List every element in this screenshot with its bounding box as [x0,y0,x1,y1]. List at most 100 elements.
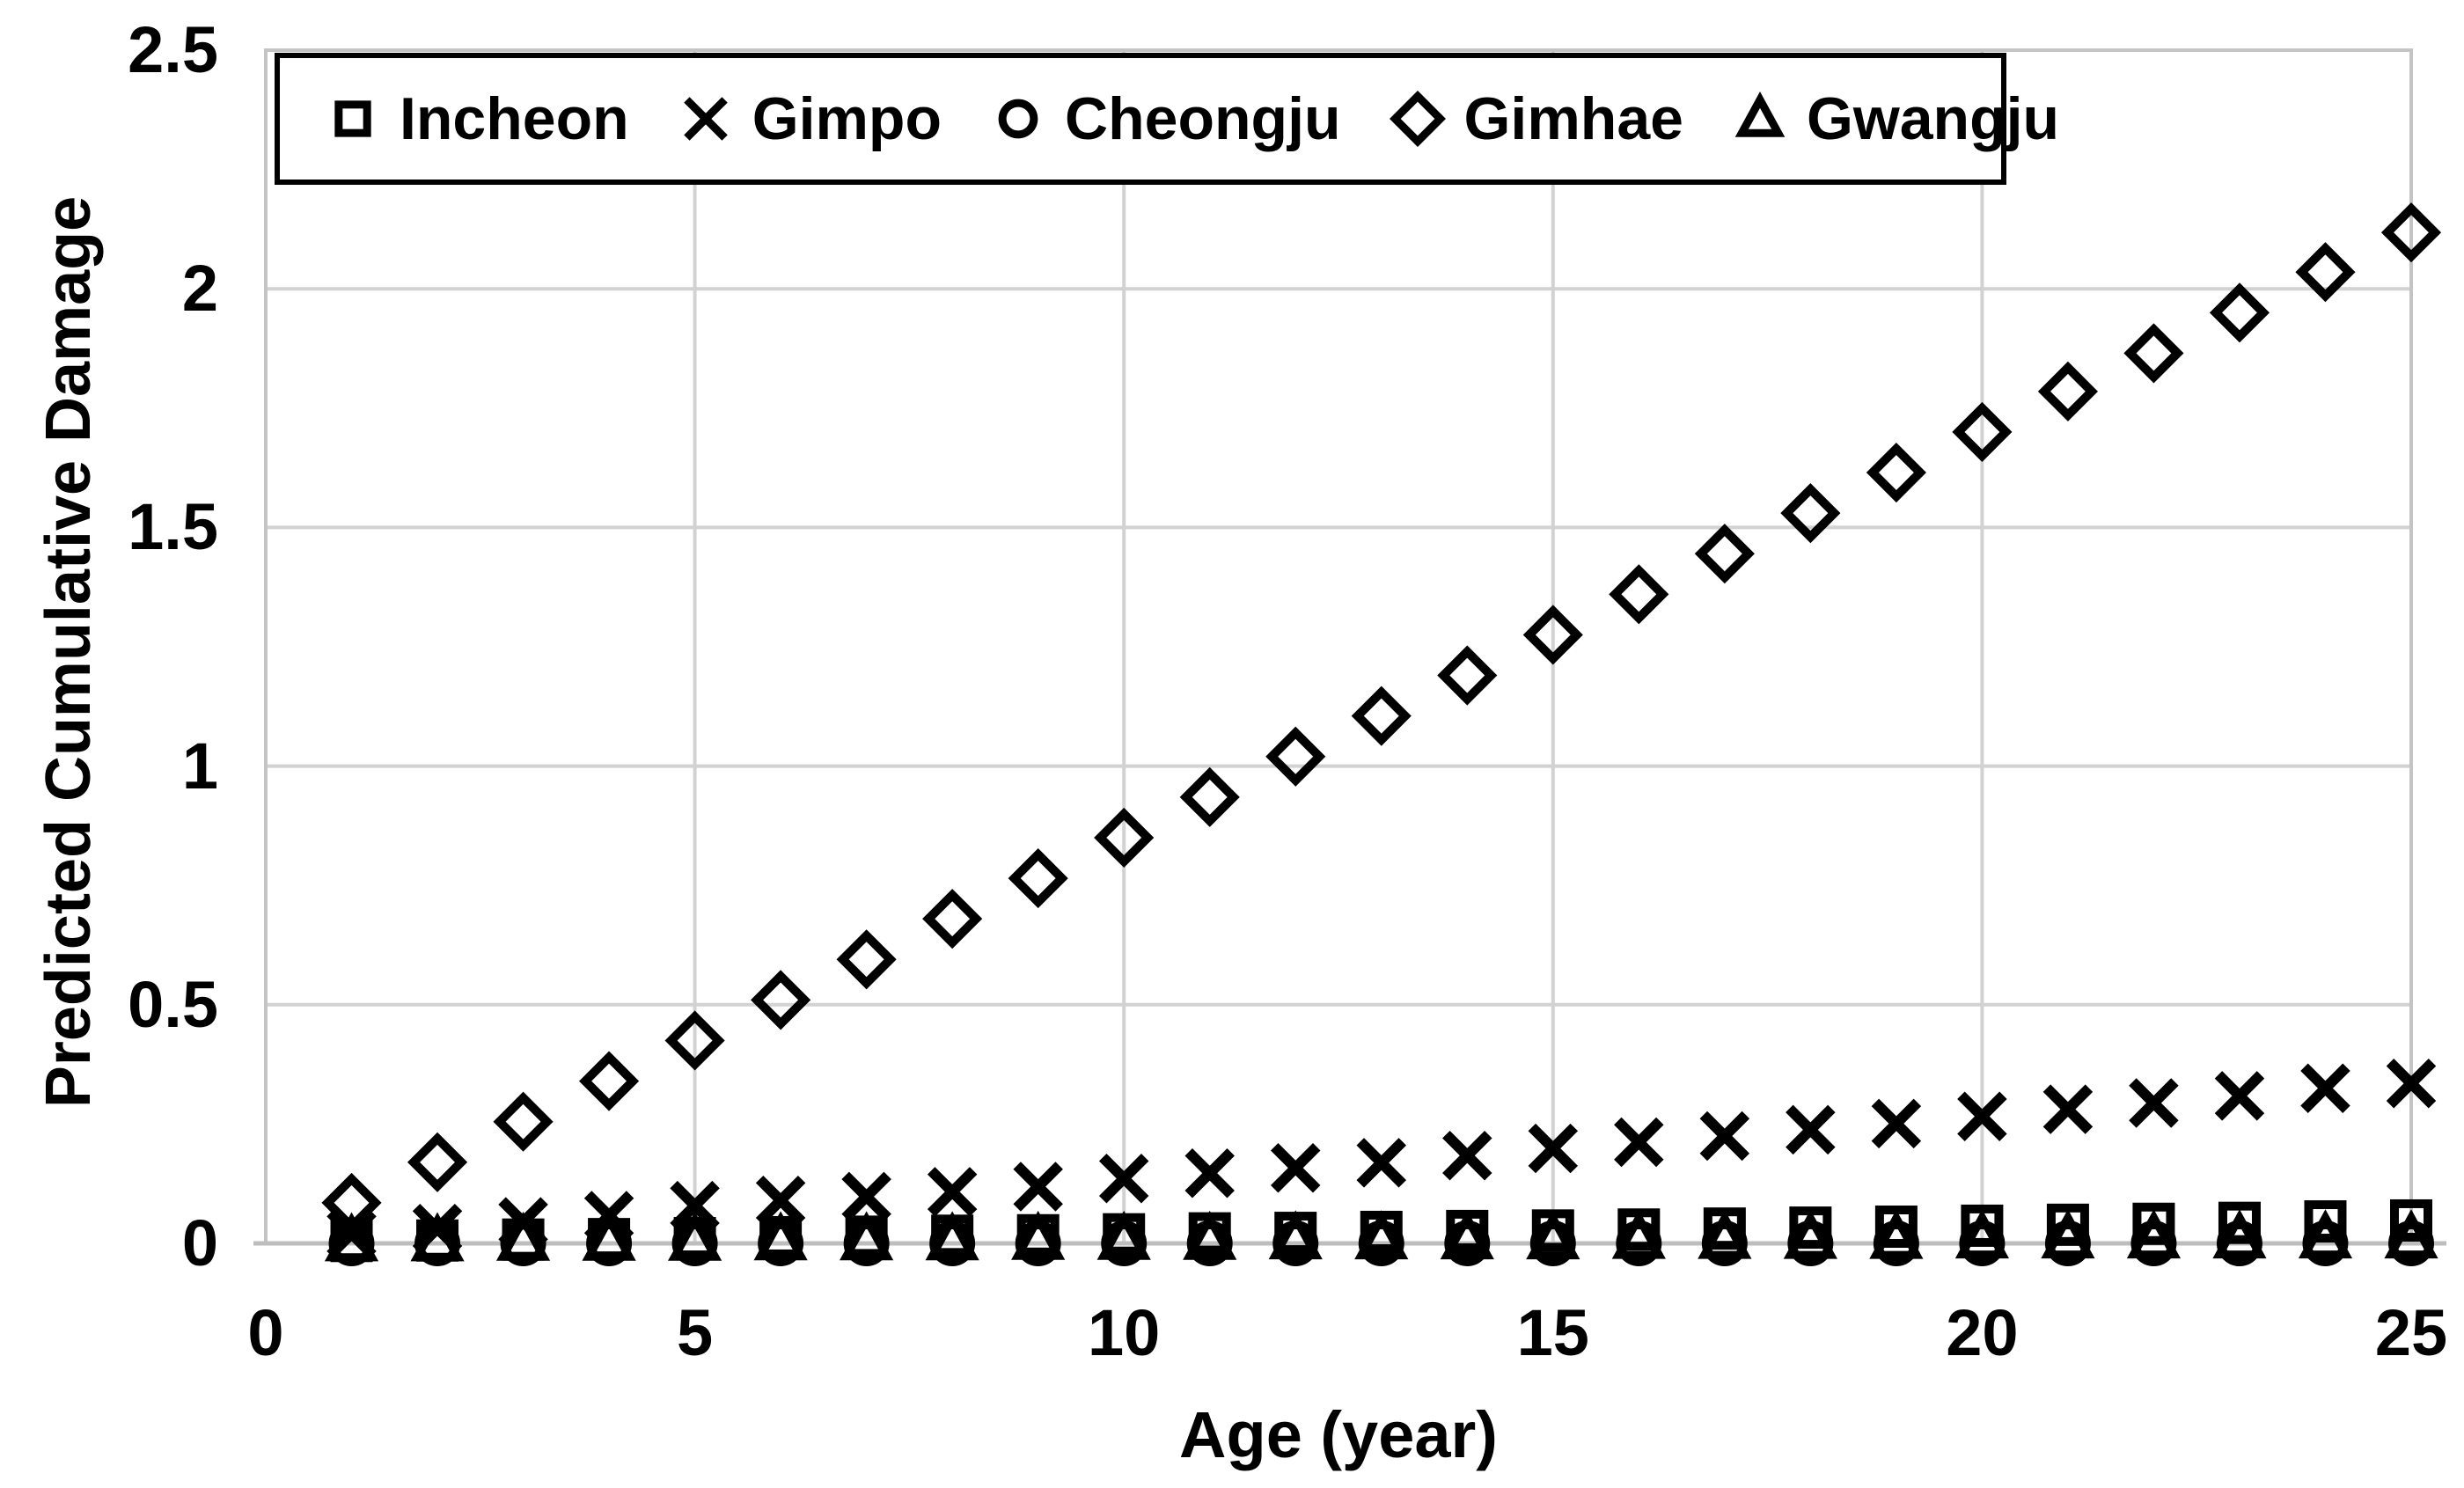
data-point [1952,401,2013,462]
y-tick-label: 2.5 [128,13,218,86]
legend-item-cheongju: Cheongju [987,84,1341,153]
data-point [2041,1209,2095,1259]
data-point [836,929,897,990]
data-point [927,1167,978,1217]
data-point [1270,1143,1321,1193]
data-point [2295,242,2356,303]
data-point [840,1211,894,1261]
data-point [1098,1153,1149,1204]
y-tick-label: 2 [181,252,218,326]
data-point [1354,1210,1409,1260]
data-point [1528,1123,1579,1174]
data-point [1611,1209,1666,1259]
data-point [753,1211,808,1261]
data-point [1096,1210,1151,1260]
x-tick-label: 25 [2374,1296,2448,1369]
data-point [2129,1078,2179,1128]
legend-item-incheon: Incheon [322,84,629,153]
data-point [1011,1210,1066,1260]
data-point [670,1180,720,1231]
plot-frame [264,48,2413,1245]
diamond-marker-icon [1389,90,1446,148]
data-point [925,1211,979,1261]
y-tick-label: 1 [181,729,218,803]
data-point [1694,524,1755,584]
data-point [1184,1148,1235,1198]
data-point [2218,1201,2261,1244]
data-point [2123,323,2184,384]
data-point [493,1091,554,1152]
legend-label: Gimhae [1463,85,1683,152]
x-tick-label: 5 [677,1296,714,1369]
data-point [1786,1104,1836,1155]
data-point [2214,1071,2265,1121]
data-point [1526,1210,1580,1260]
data-point [2212,1209,2267,1259]
data-point [755,1175,806,1226]
data-point [1356,1138,1407,1188]
data-point [1442,1130,1492,1181]
data-point [2126,1209,2182,1259]
data-point [664,1010,725,1071]
square-marker-icon [334,100,371,137]
triangle-marker-icon [1734,92,1786,137]
data-point [1954,1209,2009,1259]
data-point [2132,1202,2175,1245]
legend-label: Gwangju [1806,85,2060,152]
x-tick-label: 10 [1088,1296,1161,1369]
data-point [2300,1063,2350,1113]
data-point [324,1212,379,1262]
data-point [582,1211,636,1261]
data-point [1866,442,1926,503]
y-tick-label: 1.5 [128,490,218,564]
data-point [841,1171,891,1222]
data-point [1008,847,1068,909]
x-tick-label: 15 [1516,1296,1589,1369]
data-point [1614,1117,1664,1168]
data-point [2042,1084,2094,1134]
data-point [2384,1209,2438,1259]
data-point [1437,645,1498,706]
data-point [1440,1210,1494,1260]
data-point [1351,685,1412,746]
legend-item-gimpo: Gimpo [675,84,942,153]
data-point [1961,1204,2004,1247]
data-point [2390,1198,2432,1242]
data-point [751,970,811,1030]
data-point [2304,1200,2347,1243]
data-point [2298,1209,2353,1259]
x-axis-title: Age (year) [1179,1398,1498,1471]
circle-marker-icon [998,99,1038,139]
data-point [495,1211,551,1261]
data-point [1609,564,1669,625]
data-point [1698,1209,1752,1259]
legend-label: Cheongju [1065,85,1341,152]
x-marker-icon [683,97,728,141]
data-point [1013,1162,1063,1212]
data-point [1783,1209,1837,1259]
data-point [2209,282,2270,343]
data-point [668,1211,722,1261]
series-markers-gwangju [324,1209,2438,1262]
y-axis-title: Predicted Cumulative Damage [33,195,104,1109]
data-point [1522,605,1583,665]
legend-label: Incheon [400,85,629,152]
x-tick-label: 0 [247,1296,284,1369]
legend-item-gimhae: Gimhae [1387,84,1683,153]
data-point [2386,1059,2437,1109]
data-point [922,889,983,949]
legend: Incheon Gimpo Cheongju Gimhae Gwangju [275,53,2059,185]
data-point [1183,1210,1237,1260]
gridlines [266,48,2413,1243]
data-point [2037,361,2098,421]
data-point [1094,807,1155,869]
data-point [2380,202,2442,263]
series-markers-gimhae [321,202,2442,1233]
legend-label: Gimpo [752,85,942,152]
data-point [1699,1111,1750,1162]
data-point [1179,766,1240,827]
y-tick-label: 0 [181,1206,218,1279]
data-point [1957,1091,2007,1141]
